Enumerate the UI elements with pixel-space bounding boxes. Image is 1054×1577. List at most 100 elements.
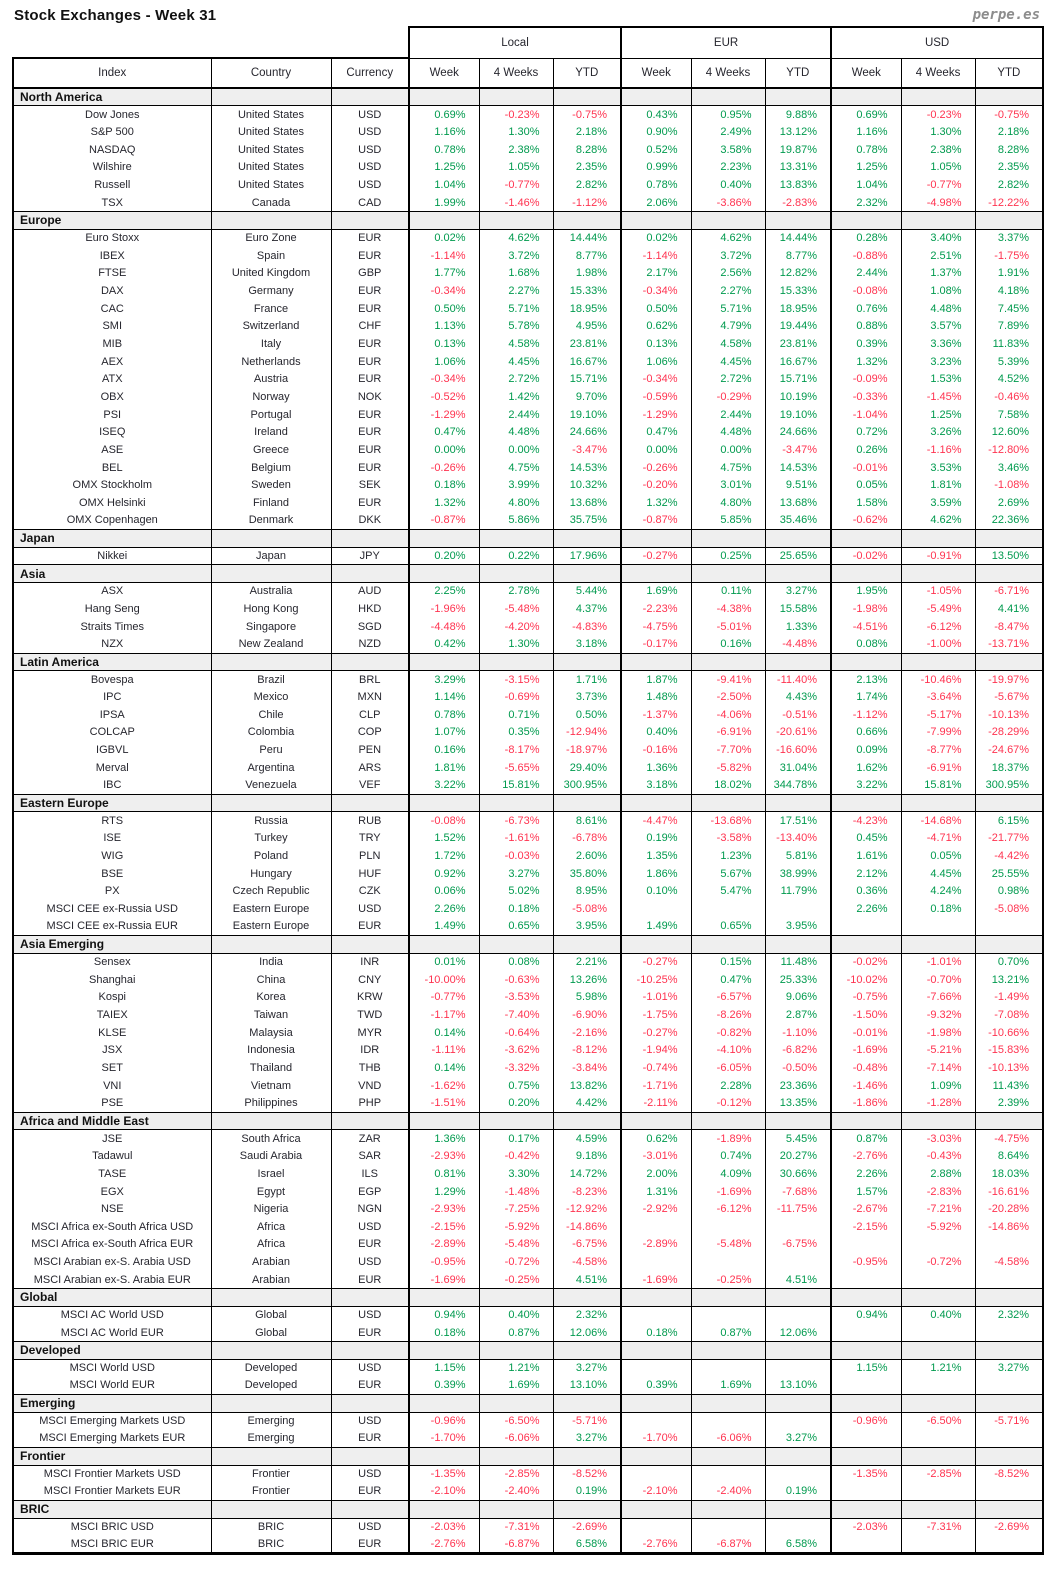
section-fill-cell	[830, 1394, 902, 1413]
section-fill-cell	[330, 564, 410, 583]
value-cell: -6.50%	[900, 1412, 976, 1430]
value-cell: 0.95%	[690, 105, 766, 124]
value-cell: -2.76%	[408, 1535, 480, 1555]
value-cell	[620, 1253, 692, 1271]
section-title: North America	[12, 87, 212, 107]
section-fill-cell	[552, 1500, 622, 1519]
value-cell: 1.04%	[408, 176, 480, 194]
table-row: PX Czech Republic CZK 0.06% 5.02% 8.95% 0.10% 5…	[12, 882, 1045, 901]
value-cell: -20.61%	[764, 723, 832, 742]
index-cell: SMI	[12, 317, 212, 336]
value-cell: 0.62%	[620, 317, 692, 336]
section-fill-cell	[620, 1447, 692, 1466]
value-cell: 1.25%	[830, 158, 902, 177]
value-cell	[974, 1376, 1045, 1395]
value-cell	[900, 1270, 976, 1289]
value-cell: -10.25%	[620, 970, 692, 989]
section-fill-cell	[330, 1288, 410, 1307]
section-fill-cell	[690, 652, 766, 672]
country-cell: Canada	[210, 193, 332, 212]
value-cell	[830, 1270, 902, 1289]
value-cell: 0.06%	[408, 882, 480, 901]
value-cell: -6.12%	[900, 617, 976, 636]
value-cell: 2.32%	[974, 1306, 1045, 1324]
value-cell: -5.49%	[900, 600, 976, 618]
value-cell: 3.95%	[764, 917, 832, 936]
value-cell	[690, 1306, 766, 1324]
value-cell: -4.10%	[690, 1041, 766, 1060]
country-cell: Developed	[210, 1376, 332, 1395]
section-row: North America	[12, 87, 1045, 107]
value-cell: -1.69%	[408, 1270, 480, 1289]
index-cell: OMX Copenhagen	[12, 511, 212, 530]
table-row: Hang Seng Hong Kong HKD -1.96% -5.48% 4.37% -2…	[12, 600, 1045, 618]
value-cell: -0.34%	[408, 282, 480, 300]
value-cell: 3.37%	[974, 229, 1045, 247]
value-cell: 1.15%	[830, 1359, 902, 1377]
value-cell: 0.19%	[552, 1482, 622, 1501]
value-cell: 0.08%	[478, 953, 554, 971]
value-cell: -1.16%	[900, 441, 976, 459]
index-cell: OMX Helsinki	[12, 494, 212, 512]
value-cell: 25.33%	[764, 970, 832, 989]
value-cell: 0.16%	[690, 635, 766, 653]
value-cell: 24.66%	[552, 423, 622, 442]
table-row: AEX Netherlands EUR 1.06% 4.45% 16.67% 1.06% 4.…	[12, 352, 1045, 371]
value-cell: -7.31%	[478, 1518, 554, 1536]
table-row: MSCI Frontier Markets EUR Frontier EUR -2.1…	[12, 1482, 1045, 1501]
value-cell: -2.40%	[478, 1482, 554, 1501]
value-cell: 11.48%	[764, 953, 832, 971]
index-cell: Dow Jones	[12, 105, 212, 124]
value-cell: 13.12%	[764, 123, 832, 141]
country-cell: Mexico	[210, 688, 332, 706]
table-row: Sensex India INR 0.01% 0.08% 2.21% -0.27% 0.15%…	[12, 953, 1045, 971]
value-cell: -7.66%	[900, 988, 976, 1007]
value-cell: -6.06%	[478, 1429, 554, 1448]
country-cell: Thailand	[210, 1059, 332, 1077]
currency-cell: EUR	[330, 282, 410, 300]
section-fill-cell	[974, 1447, 1045, 1466]
value-cell: 4.62%	[478, 229, 554, 247]
value-cell: 1.42%	[478, 388, 554, 406]
table-row: Merval Argentina ARS 1.81% -5.65% 29.40% 1.36%…	[12, 758, 1045, 777]
currency-cell: TWD	[330, 1006, 410, 1024]
value-cell	[690, 1412, 766, 1430]
value-cell: -4.38%	[690, 600, 766, 618]
value-cell: -0.23%	[478, 105, 554, 124]
country-cell: Italy	[210, 335, 332, 353]
value-cell: -0.27%	[620, 547, 692, 565]
value-cell: 13.10%	[552, 1376, 622, 1395]
index-cell: NZX	[12, 635, 212, 653]
value-cell: -2.11%	[620, 1094, 692, 1113]
value-cell: -2.67%	[830, 1200, 902, 1218]
value-cell: -1.98%	[900, 1023, 976, 1042]
value-cell	[764, 1518, 832, 1536]
value-cell: -1.08%	[974, 476, 1045, 495]
page-title: Stock Exchanges - Week 31	[14, 7, 217, 24]
value-cell: 0.25%	[690, 547, 766, 565]
value-cell: -5.92%	[900, 1218, 976, 1236]
value-cell: -3.03%	[900, 1129, 976, 1148]
section-fill-cell	[478, 652, 554, 672]
index-cell: MSCI Arabian ex-S. Arabia USD	[12, 1253, 212, 1271]
value-cell	[764, 1465, 832, 1483]
value-cell	[830, 1235, 902, 1254]
country-cell: United States	[210, 158, 332, 177]
value-cell: -0.27%	[620, 1023, 692, 1042]
country-cell: United Kingdom	[210, 264, 332, 283]
currency-cell: NOK	[330, 388, 410, 406]
country-cell: Egypt	[210, 1182, 332, 1201]
value-cell: 4.09%	[690, 1165, 766, 1183]
value-cell: 2.39%	[974, 1094, 1045, 1113]
index-cell: MSCI BRIC USD	[12, 1518, 212, 1536]
value-cell: -4.20%	[478, 617, 554, 636]
table-row: IBC Venezuela VEF 3.22% 15.81% 300.95% 3.18% 18…	[12, 776, 1045, 795]
section-fill-cell	[830, 1288, 902, 1307]
value-cell	[900, 1482, 976, 1501]
section-title: Emerging	[12, 1394, 212, 1413]
col-header-usd-4weeks: 4 Weeks	[900, 58, 976, 89]
value-cell	[620, 1218, 692, 1236]
value-cell: -3.47%	[764, 441, 832, 459]
value-cell: 12.60%	[974, 423, 1045, 442]
currency-cell: EUR	[330, 458, 410, 477]
